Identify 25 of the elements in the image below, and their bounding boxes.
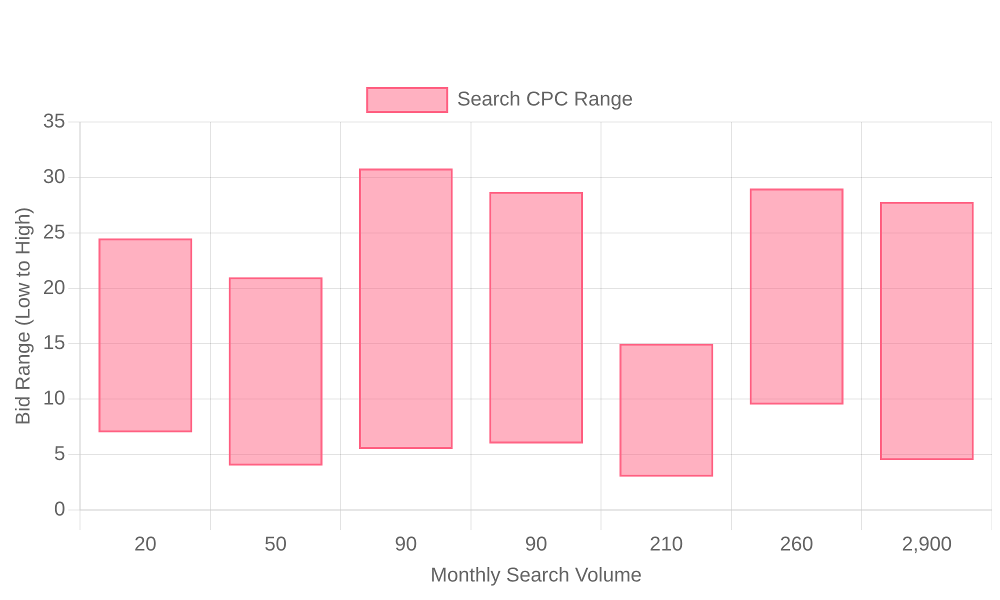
- bar: [750, 188, 844, 405]
- y-tick-label: 30: [42, 166, 66, 188]
- y-tick-label: 35: [42, 110, 66, 133]
- y-tick-label: 5: [54, 443, 66, 466]
- x-tick-label: 210: [650, 534, 684, 556]
- x-tick-label: 260: [780, 534, 814, 556]
- x-tick-label: 90: [525, 534, 548, 556]
- bar: [489, 192, 584, 444]
- y-tick-label: 15: [42, 332, 66, 354]
- bar: [880, 202, 974, 460]
- x-tick-label: 20: [134, 534, 156, 556]
- bar: [228, 277, 323, 466]
- x-tick-label: 2,900: [902, 534, 952, 556]
- x-tick-label: 90: [394, 534, 417, 556]
- x-tick-label: 50: [264, 534, 287, 556]
- legend-label: Search CPC Range: [457, 88, 633, 111]
- y-tick-label: 20: [42, 276, 66, 299]
- x-axis-title: Monthly Search Volume: [430, 564, 642, 587]
- y-tick-label: 25: [42, 221, 66, 244]
- y-axis-title: Bid Range (Low to High): [12, 207, 35, 425]
- bar: [98, 238, 192, 432]
- bar: [358, 168, 453, 450]
- y-tick-label: 0: [54, 498, 66, 521]
- y-tick-label: 10: [42, 388, 66, 410]
- bar: [619, 344, 714, 477]
